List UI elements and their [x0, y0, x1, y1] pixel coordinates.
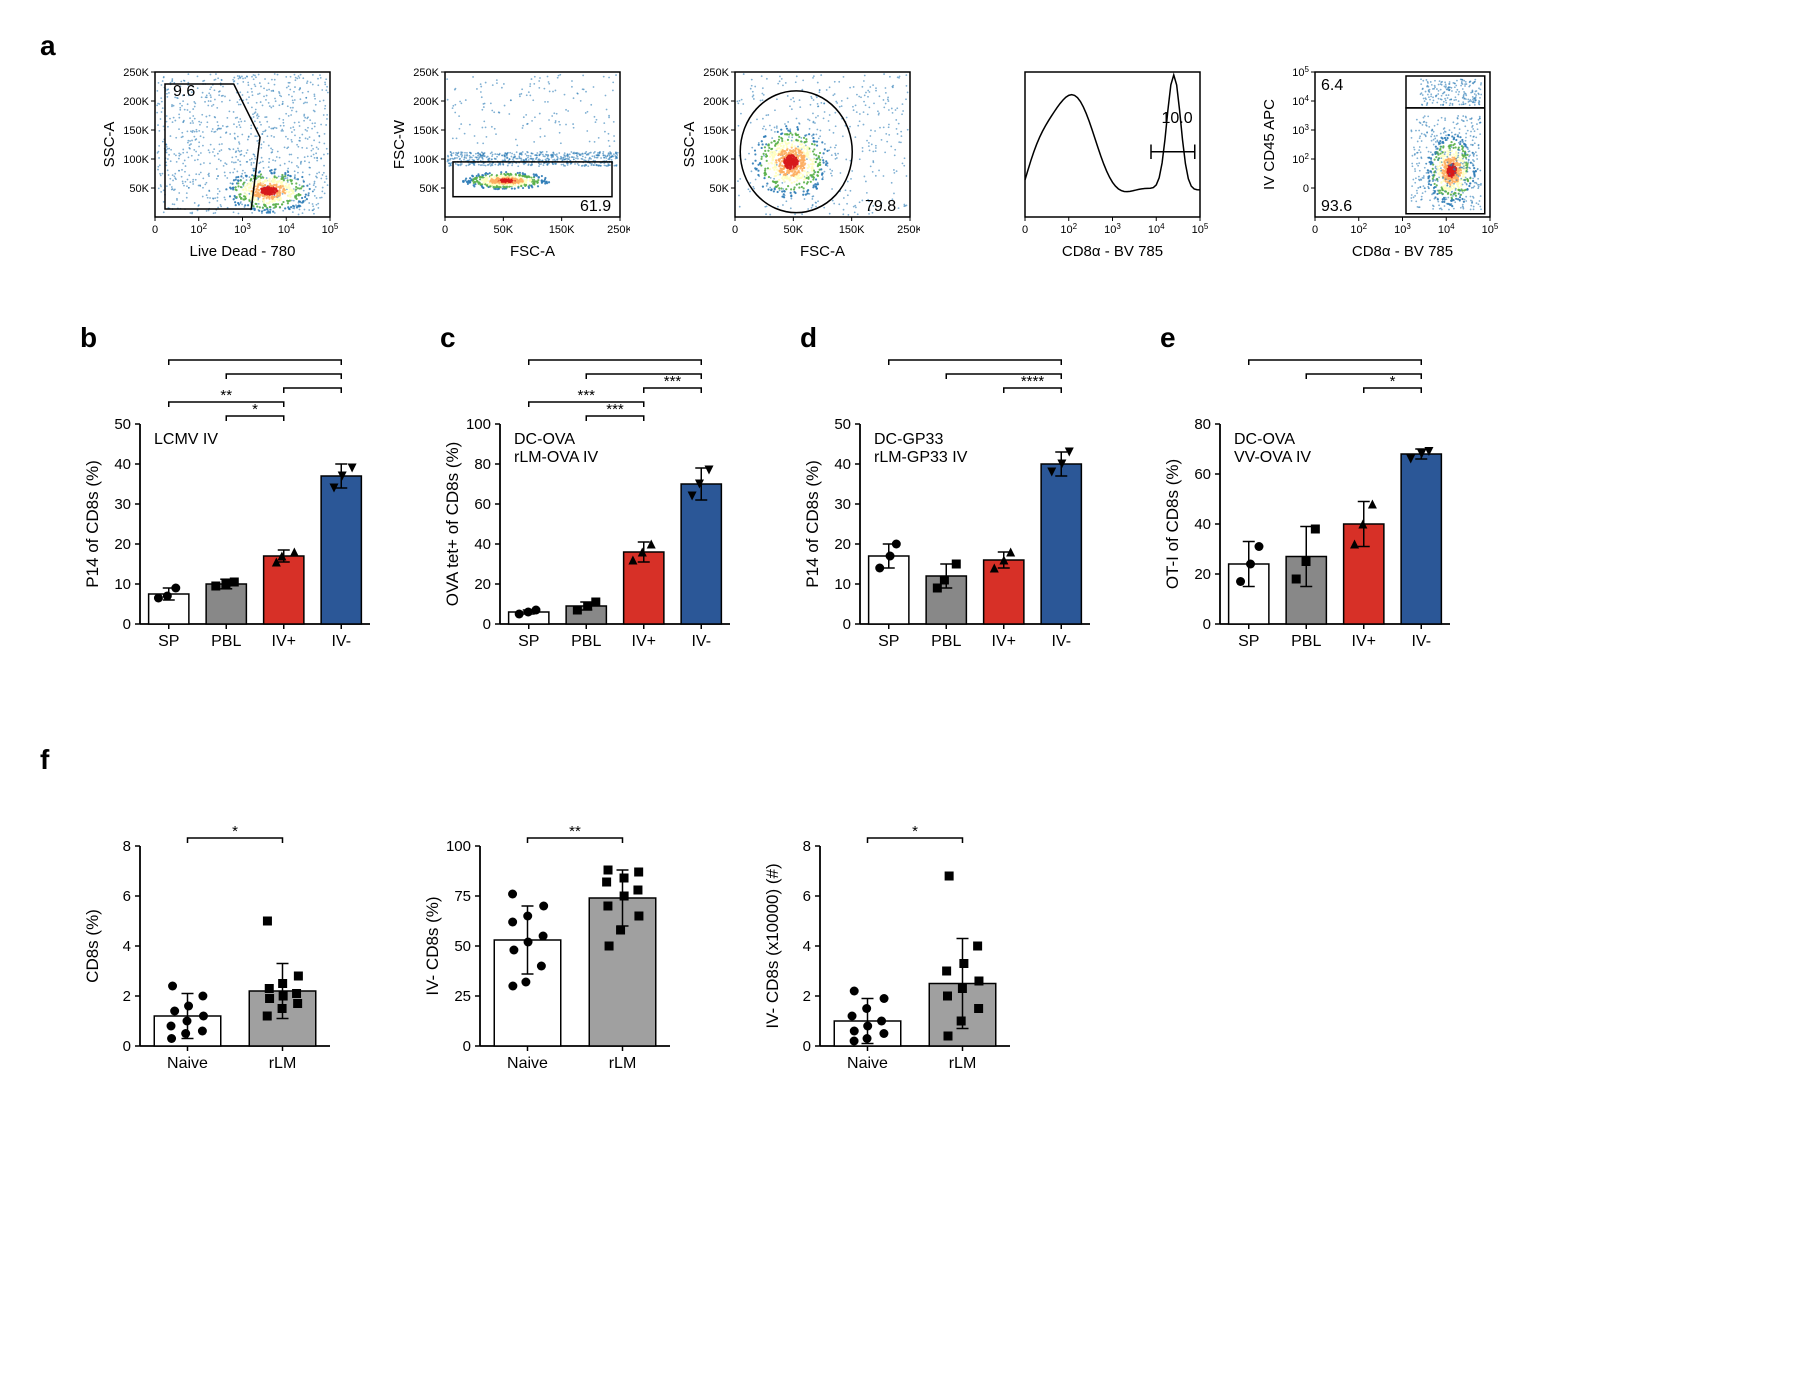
svg-text:250K: 250K — [413, 67, 439, 79]
svg-text:FSC-A: FSC-A — [510, 243, 555, 260]
svg-text:CD8α - BV 785: CD8α - BV 785 — [1352, 243, 1453, 260]
svg-text:105: 105 — [1482, 222, 1499, 237]
panel-d-label: d — [800, 322, 1100, 354]
svg-text:50K: 50K — [494, 224, 514, 236]
flow-plot-container-4: 0 102 103 104 105 0 102 103 104 105 CD8α - BV 785 I… — [1260, 62, 1500, 262]
svg-text:104: 104 — [1438, 222, 1455, 237]
flow-plot-1: 0 50K 150K 250K 50K 100K 150K 200K 250K FSC-A FSC-… — [390, 62, 630, 262]
svg-text:250K: 250K — [123, 67, 149, 79]
panel-e: e 020406080OT-I of CD8s (%)SPPBLIV+IV-DC… — [1160, 322, 1460, 674]
flow-plot-container-1: 0 50K 150K 250K 50K 100K 150K 200K 250K FSC-A FSC-… — [390, 62, 630, 262]
svg-text:105: 105 — [1292, 65, 1309, 80]
svg-text:0: 0 — [1022, 224, 1028, 236]
svg-text:0: 0 — [152, 224, 158, 236]
panel-a-row: 0 102 103 104 105 50K 100K 150K 200K 250K Live Dea… — [100, 62, 1760, 262]
svg-text:0: 0 — [732, 224, 738, 236]
svg-text:50K: 50K — [419, 183, 439, 195]
panels-b-e-row: b 01020304050P14 of CD8s (%)SPPBLIV+IV-L… — [80, 322, 1760, 674]
svg-text:103: 103 — [234, 222, 251, 237]
bar-chart: 020406080100OVA tet+ of CD8s (%)SPPBLIV+… — [440, 354, 740, 674]
svg-text:0: 0 — [1312, 224, 1318, 236]
svg-text:FSC-W: FSC-W — [391, 119, 408, 169]
svg-text:150K: 150K — [839, 224, 865, 236]
svg-text:100K: 100K — [123, 154, 149, 166]
svg-text:105: 105 — [322, 222, 339, 237]
svg-text:79.8: 79.8 — [865, 198, 896, 215]
svg-text:250K: 250K — [607, 224, 630, 236]
svg-text:102: 102 — [190, 222, 207, 237]
svg-text:104: 104 — [1148, 222, 1165, 237]
bar-chart: 02468CD8s (%)NaiverLM* — [80, 776, 340, 1096]
flow-plot-4: 0 102 103 104 105 0 102 103 104 105 CD8α - BV 785 I… — [1260, 62, 1500, 262]
svg-text:CD8α - BV 785: CD8α - BV 785 — [1062, 243, 1163, 260]
panel-f-chart-1: 0255075100IV- CD8s (%)NaiverLM** — [420, 776, 680, 1096]
svg-text:50K: 50K — [129, 183, 149, 195]
svg-text:150K: 150K — [123, 125, 149, 137]
svg-text:150K: 150K — [703, 125, 729, 137]
bar-chart: 020406080OT-I of CD8s (%)SPPBLIV+IV-DC-O… — [1160, 354, 1460, 674]
panel-f-label: f — [40, 744, 1760, 776]
svg-text:200K: 200K — [703, 96, 729, 108]
bar-chart: 01020304050P14 of CD8s (%)SPPBLIV+IV-DC-… — [800, 354, 1100, 674]
svg-text:104: 104 — [1292, 94, 1309, 109]
svg-text:103: 103 — [1104, 222, 1121, 237]
svg-text:0: 0 — [442, 224, 448, 236]
svg-text:50K: 50K — [784, 224, 804, 236]
svg-text:50K: 50K — [709, 183, 729, 195]
svg-text:10.0: 10.0 — [1162, 110, 1193, 127]
svg-text:SSC-A: SSC-A — [681, 122, 698, 168]
panel-d: d 01020304050P14 of CD8s (%)SPPBLIV+IV-D… — [800, 322, 1100, 674]
svg-text:61.9: 61.9 — [580, 198, 611, 215]
bar-chart: 01020304050P14 of CD8s (%)SPPBLIV+IV-LCM… — [80, 354, 380, 674]
bar-chart: 02468IV- CD8s (x10000) (#)NaiverLM* — [760, 776, 1020, 1096]
svg-text:200K: 200K — [123, 96, 149, 108]
svg-text:150K: 150K — [549, 224, 575, 236]
svg-text:0: 0 — [1303, 183, 1309, 195]
flow-plot-3: 0 102 103 104 105 CD8α - BV 785 10.0 — [970, 62, 1210, 262]
svg-text:102: 102 — [1350, 222, 1367, 237]
panel-e-label: e — [1160, 322, 1460, 354]
flow-plot-container-2: 0 50K 150K 250K 50K 100K 150K 200K 250K FSC-A SSC-… — [680, 62, 920, 262]
svg-text:250K: 250K — [703, 67, 729, 79]
flow-plot-0: 0 102 103 104 105 50K 100K 150K 200K 250K Live Dea… — [100, 62, 340, 262]
svg-text:100K: 100K — [413, 154, 439, 166]
svg-text:100K: 100K — [703, 154, 729, 166]
panel-c-label: c — [440, 322, 740, 354]
svg-text:103: 103 — [1394, 222, 1411, 237]
svg-text:150K: 150K — [413, 125, 439, 137]
svg-text:Live Dead - 780: Live Dead - 780 — [190, 243, 296, 260]
flow-plot-container-3: 0 102 103 104 105 CD8α - BV 785 10.0 — [970, 62, 1210, 262]
panel-f-chart-2: 02468IV- CD8s (x10000) (#)NaiverLM* — [760, 776, 1020, 1096]
svg-text:104: 104 — [278, 222, 295, 237]
flow-plot-2: 0 50K 150K 250K 50K 100K 150K 200K 250K FSC-A SSC-… — [680, 62, 920, 262]
svg-text:200K: 200K — [413, 96, 439, 108]
svg-text:102: 102 — [1292, 152, 1309, 167]
bar-chart: 0255075100IV- CD8s (%)NaiverLM** — [420, 776, 680, 1096]
panel-b: b 01020304050P14 of CD8s (%)SPPBLIV+IV-L… — [80, 322, 380, 674]
svg-text:IV CD45 APC: IV CD45 APC — [1261, 99, 1278, 190]
svg-text:105: 105 — [1192, 222, 1209, 237]
panel-a-label: a — [40, 30, 1760, 62]
svg-text:103: 103 — [1292, 123, 1309, 138]
panel-c: c 020406080100OVA tet+ of CD8s (%)SPPBLI… — [440, 322, 740, 674]
svg-text:250K: 250K — [897, 224, 920, 236]
svg-text:9.6: 9.6 — [173, 83, 195, 100]
svg-text:FSC-A: FSC-A — [800, 243, 845, 260]
panel-b-label: b — [80, 322, 380, 354]
panel-f-chart-0: 02468CD8s (%)NaiverLM* — [80, 776, 340, 1096]
flow-plot-container-0: 0 102 103 104 105 50K 100K 150K 200K 250K Live Dea… — [100, 62, 340, 262]
panel-f-row: 02468CD8s (%)NaiverLM* 0255075100IV- CD8s… — [80, 776, 1760, 1096]
svg-text:SSC-A: SSC-A — [101, 122, 118, 168]
svg-text:102: 102 — [1060, 222, 1077, 237]
